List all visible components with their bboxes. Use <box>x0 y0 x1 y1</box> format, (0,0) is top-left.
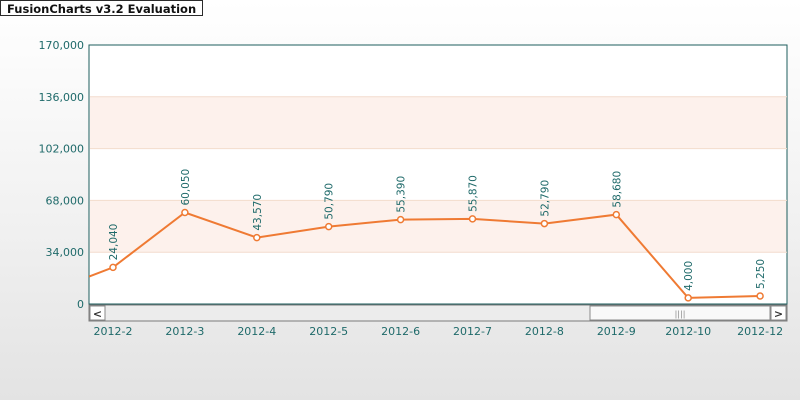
scroll-left-button[interactable] <box>89 305 106 321</box>
data-label: 58,680 <box>611 171 623 208</box>
data-point[interactable] <box>324 222 333 231</box>
x-axis: 2012-2 2012-3 2012-4 2012-5 2012-6 2012-7 2012… <box>94 325 784 338</box>
evaluation-badge: FusionCharts v3.2 Evaluation <box>0 0 203 16</box>
y-axis: 0 34,000 68,000 102,000 136,000 170,000 <box>39 39 85 311</box>
x-tick-label: 2012-8 <box>525 325 564 338</box>
y-tick-label: 170,000 <box>39 39 85 52</box>
data-labels: 24,040 60,050 43,570 50,790 55,390 55,870 52,7… <box>108 169 767 291</box>
plot-bands <box>89 45 787 304</box>
x-tick-label: 2012-6 <box>381 325 420 338</box>
data-label: 60,050 <box>180 169 192 206</box>
data-point[interactable] <box>756 292 764 300</box>
scrollbar[interactable]: < |||| > <box>88 304 788 322</box>
data-label: 4,000 <box>683 261 695 291</box>
x-tick-label: 2012-9 <box>597 325 636 338</box>
data-point[interactable] <box>396 215 405 224</box>
data-label: 5,250 <box>755 259 767 289</box>
plot-area <box>88 44 788 305</box>
x-tick-label: 2012-2 <box>94 325 133 338</box>
plot-background <box>89 45 787 304</box>
data-points <box>109 208 764 302</box>
y-tick-label: 102,000 <box>39 143 85 156</box>
x-tick-label: 2012-12 <box>737 325 783 338</box>
data-point[interactable] <box>181 208 189 217</box>
x-tick-label: 2012-3 <box>165 325 204 338</box>
plot-band <box>90 200 787 253</box>
x-tick-label: 2012-10 <box>665 325 711 338</box>
y-tick-label: 0 <box>77 298 84 311</box>
y-tick-label: 34,000 <box>46 246 85 259</box>
data-point[interactable] <box>684 294 692 302</box>
data-point[interactable] <box>253 233 261 242</box>
data-point[interactable] <box>109 263 117 272</box>
plot-band <box>90 96 787 149</box>
grid-lines <box>90 96 787 253</box>
x-tick-label: 2012-4 <box>237 325 276 338</box>
chevron-right-icon: > <box>774 308 783 321</box>
chevron-left-icon: < <box>93 308 102 321</box>
y-tick-label: 68,000 <box>46 194 85 207</box>
y-tick-label: 136,000 <box>39 91 85 104</box>
scroll-thumb[interactable] <box>589 305 771 321</box>
data-label: 55,870 <box>468 175 480 212</box>
data-point[interactable] <box>612 210 621 219</box>
data-point[interactable] <box>540 219 549 228</box>
data-label: 43,570 <box>252 194 264 231</box>
data-label: 24,040 <box>108 224 120 261</box>
data-label: 50,790 <box>324 183 336 220</box>
x-tick-label: 2012-7 <box>453 325 492 338</box>
scroll-right-button[interactable] <box>770 305 787 321</box>
data-label: 55,390 <box>396 176 408 213</box>
data-point[interactable] <box>468 215 477 223</box>
data-label: 52,790 <box>539 180 551 217</box>
x-tick-label: 2012-5 <box>309 325 348 338</box>
grip-icon: |||| <box>675 310 686 319</box>
